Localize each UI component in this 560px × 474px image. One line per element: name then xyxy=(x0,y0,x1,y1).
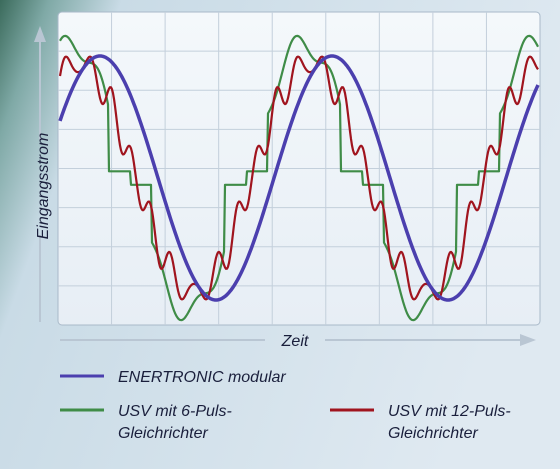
y-axis-label: Eingangsstrom xyxy=(35,133,52,240)
legend-label: Gleichrichter xyxy=(388,425,478,442)
diagram: Eingangsstrom Zeit ENERTRONIC modular USV… xyxy=(0,0,560,469)
legend-label: USV mit 6-Puls- xyxy=(118,403,232,420)
legend-label: USV mit 12-Puls- xyxy=(388,403,511,420)
x-axis-label: Zeit xyxy=(281,333,309,350)
legend-label: Gleichrichter xyxy=(118,425,208,442)
legend-label: ENERTRONIC modular xyxy=(118,369,286,386)
